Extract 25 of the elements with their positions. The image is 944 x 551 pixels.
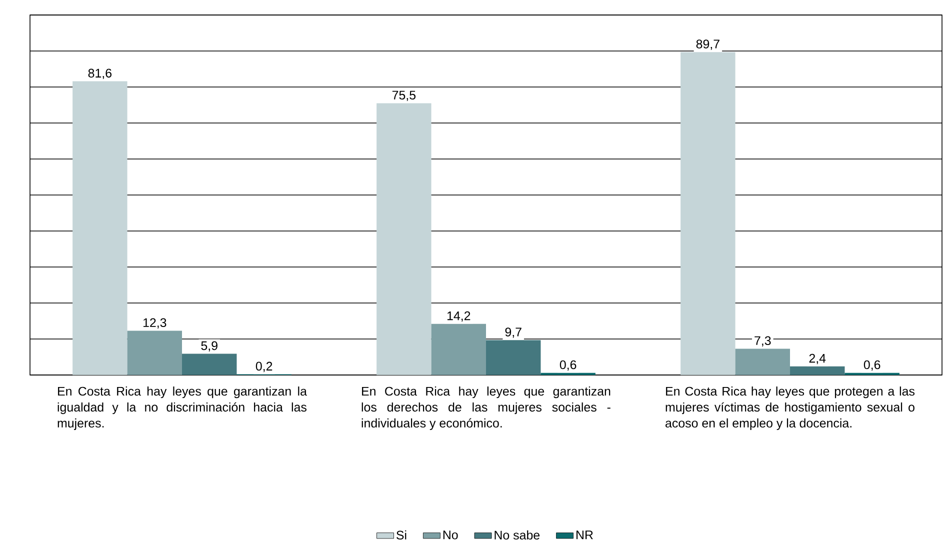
data-label: 89,7	[696, 40, 720, 50]
data-label: 75,5	[392, 90, 416, 101]
data-label: 14,2	[447, 311, 470, 322]
legend-label: NR	[576, 530, 593, 540]
bar	[790, 366, 845, 375]
data-label: 9,7	[505, 328, 522, 338]
bar	[735, 348, 790, 375]
bar	[680, 52, 736, 375]
data-label: 7,3	[754, 336, 771, 347]
data-label: 0,6	[560, 360, 576, 371]
data-label: 81,6	[88, 68, 112, 80]
x-tick-label: En Costa Rica hay leyes que protegen a las mujeres víctimas de hostigamiento sexual o acoso en el empleo y la docencia.	[666, 386, 915, 430]
bar	[431, 324, 486, 375]
data-label: 2,4	[809, 354, 826, 364]
legend-label: Si	[396, 530, 406, 540]
bar	[182, 354, 237, 375]
data-label: 12,3	[143, 318, 166, 329]
data-label: 0,2	[256, 362, 272, 372]
x-tick-label: En Costa Rica hay leyes que garantizan los derechos de las mujeres sociales -individuales y económico.	[362, 386, 610, 430]
data-label: 5,9	[201, 341, 218, 352]
legend-label: No	[443, 530, 458, 540]
legend-label: No sabe	[494, 530, 540, 540]
data-label: 0,6	[864, 360, 880, 371]
bar	[486, 340, 541, 375]
x-tick-label: En Costa Rica hay leyes que garantizan la igualdad y la no discriminación hacia las mujeres.	[58, 386, 307, 430]
